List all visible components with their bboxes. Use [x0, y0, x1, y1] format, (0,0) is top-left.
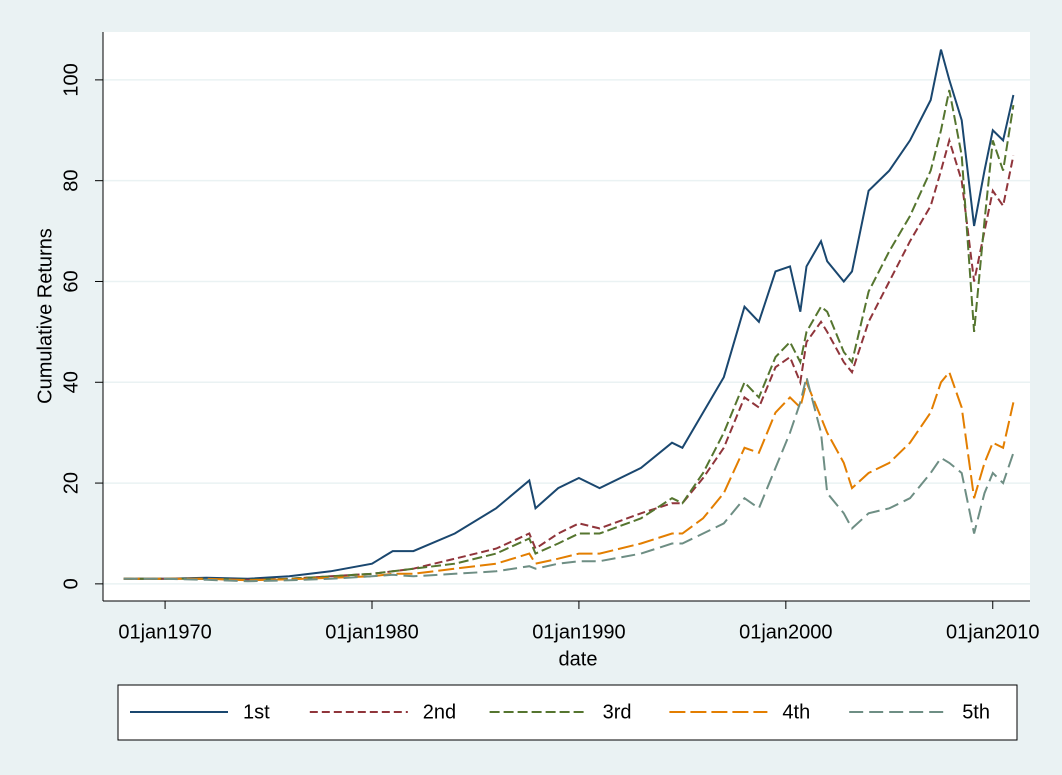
- series-line: [123, 49, 1015, 580]
- legend-label: 5th: [962, 701, 990, 723]
- x-tick-label: 01jan1970: [118, 621, 211, 643]
- legend-label: 4th: [782, 701, 810, 723]
- x-axis-title: date: [559, 648, 598, 670]
- series-line: [123, 376, 1015, 583]
- y-tick-label: 40: [60, 371, 82, 393]
- series-line: [123, 370, 1015, 582]
- x-tick-label: 01jan2000: [739, 621, 832, 643]
- y-tick-label: 0: [60, 578, 82, 589]
- y-tick-label: 80: [60, 170, 82, 192]
- y-tick-label: 60: [60, 270, 82, 292]
- x-tick-label: 01jan1980: [325, 621, 418, 643]
- series-line: [123, 89, 1015, 581]
- x-tick-label: 01jan2010: [946, 621, 1039, 643]
- plot-area: [103, 32, 1030, 601]
- legend-label: 1st: [243, 701, 270, 723]
- legend-label: 3rd: [603, 701, 632, 723]
- y-tick-label: 20: [60, 472, 82, 494]
- y-axis-title: Cumulative Returns: [34, 228, 56, 404]
- legend-label: 2nd: [423, 701, 456, 723]
- y-tick-label: 100: [60, 63, 82, 96]
- x-tick-label: 01jan1990: [532, 621, 625, 643]
